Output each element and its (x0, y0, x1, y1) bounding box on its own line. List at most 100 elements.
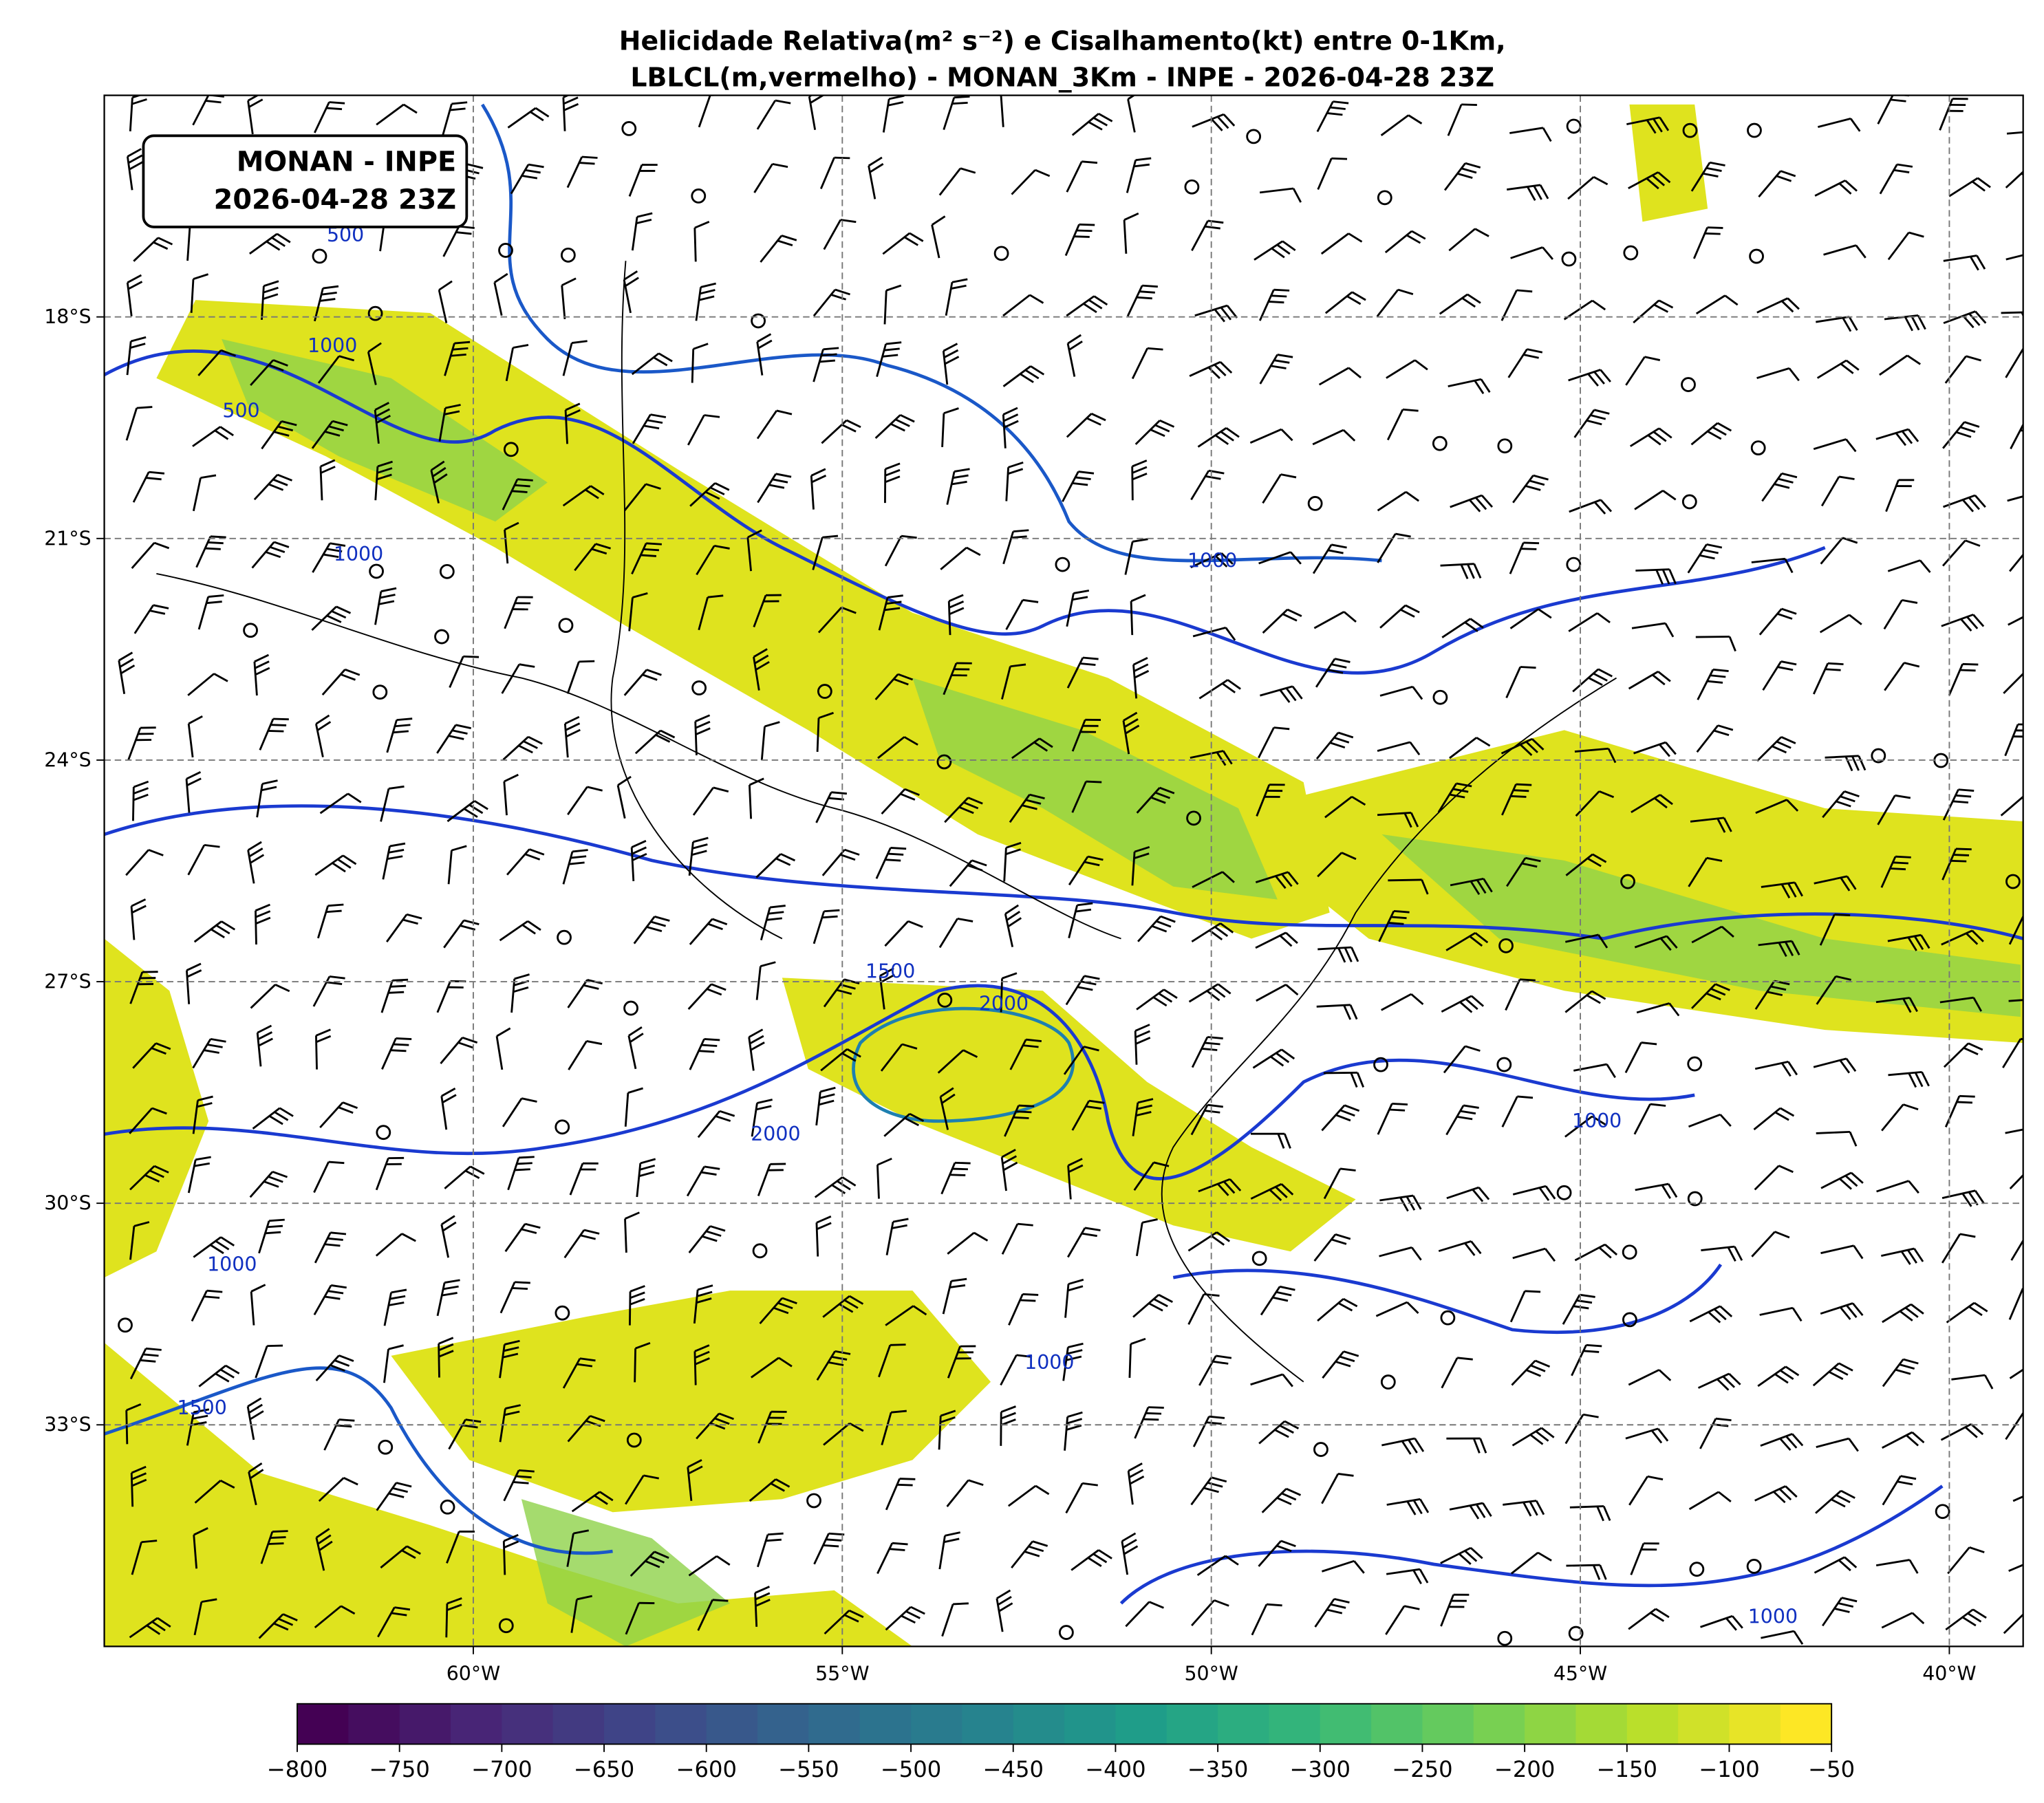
barb-flag (1903, 1358, 1919, 1365)
barb-flag (1225, 627, 1236, 641)
barb-staff (1564, 1414, 1584, 1445)
barb-flag (211, 928, 225, 938)
barb-flag (1013, 1116, 1029, 1119)
barb-flag (1974, 495, 1986, 508)
barb-flag (1725, 1617, 1737, 1631)
barb-flag (1792, 1433, 1804, 1447)
barb-flag (1727, 1246, 1736, 1262)
barb-flag (1664, 623, 1675, 638)
barb-flag (131, 1465, 147, 1474)
barb-flag (274, 1111, 289, 1121)
barb-staff (1634, 490, 1664, 510)
barb-flag (1911, 315, 1920, 331)
barb-staff (1688, 857, 1708, 887)
barb-flag (1717, 1378, 1730, 1391)
barb-staff (367, 352, 377, 385)
barb-flag (1719, 1114, 1732, 1127)
barb-flag (1226, 305, 1238, 319)
barb-flag (248, 1403, 263, 1414)
barb-flag (1913, 936, 1924, 951)
barb-flag (390, 1049, 407, 1052)
barb-flag (1846, 876, 1857, 890)
barb-flag (1529, 479, 1545, 486)
barb-flag (880, 973, 895, 984)
barb-flag (389, 842, 406, 847)
barb-flag (1586, 857, 1602, 867)
barb-flag (518, 1469, 535, 1473)
barb-flag (1706, 856, 1723, 862)
barb-flag (643, 1474, 660, 1480)
barb-flag (1025, 799, 1042, 805)
barb-flag (317, 1534, 332, 1545)
barb-flag (454, 341, 471, 345)
barb-flag (149, 609, 166, 615)
barb-flag (494, 272, 508, 283)
barb-flag (273, 431, 290, 437)
barb-flag (1408, 1439, 1418, 1454)
barb-flag (1469, 935, 1483, 947)
barb-flag (1268, 301, 1284, 304)
barb-flag (1780, 1369, 1794, 1380)
barb-flag (2027, 794, 2041, 801)
barb-flag (1604, 1244, 1618, 1256)
barb-flag (254, 654, 270, 663)
barb-flag (586, 1040, 603, 1046)
barb-staff (1249, 428, 1282, 444)
barb-flag (1483, 878, 1493, 893)
barb-flag (1216, 116, 1229, 129)
barb-staff (447, 850, 453, 885)
barb-flag (1331, 1238, 1347, 1245)
barb-flag (444, 1279, 460, 1284)
barb-staff (1324, 796, 1353, 819)
barb-flag (367, 342, 382, 353)
barb-flag (1535, 1430, 1549, 1442)
barb-staff (1636, 1002, 1670, 1014)
calm-marker (1689, 1562, 1705, 1577)
barb-flag (1728, 636, 1736, 652)
barb-flag (336, 1424, 352, 1428)
barb-flag (599, 1491, 614, 1502)
barb-flag (1159, 419, 1175, 428)
barb-flag (1473, 563, 1482, 579)
barb-flag (707, 922, 723, 931)
barb-flag (1904, 662, 1920, 668)
barb-flag (1520, 548, 1537, 550)
barb-flag (438, 1350, 454, 1358)
barb-flag (1836, 975, 1851, 981)
barb-flag (1908, 1072, 1917, 1088)
barb-flag (757, 333, 772, 343)
calm-marker (1622, 1312, 1637, 1328)
barb-flag (638, 1171, 655, 1178)
barb-flag (1591, 990, 1606, 1000)
barb-flag (265, 1231, 281, 1235)
barb-flag (1335, 1233, 1351, 1240)
barb-flag (573, 1529, 590, 1535)
lat-tick-label: 27°S (44, 971, 91, 993)
barb-flag (327, 903, 344, 907)
barb-flag (347, 792, 362, 803)
barb-flag (403, 103, 418, 114)
colorbar-tick-label: −250 (1392, 1756, 1452, 1782)
barb-flag (1844, 180, 1858, 192)
calm-marker (560, 247, 576, 263)
barb-flag (193, 1527, 208, 1536)
barb-flag (1465, 998, 1478, 1011)
barb-flag (128, 154, 143, 164)
barb-flag (904, 236, 918, 246)
barb-flag (186, 771, 202, 780)
barb-flag (1405, 490, 1420, 502)
barb-flag (1458, 1553, 1472, 1565)
barb-flag (818, 711, 834, 720)
barb-flag (214, 429, 229, 440)
barb-flag (701, 1044, 718, 1047)
barb-flag (396, 1482, 412, 1488)
barb-flag (912, 1305, 927, 1316)
barb-flag (1706, 992, 1721, 1001)
barb-flag (1911, 1432, 1925, 1444)
barb-flag (1159, 786, 1175, 795)
barb-flag (1393, 909, 1410, 914)
barb-flag (1013, 529, 1029, 533)
barb-flag (694, 1344, 710, 1352)
annotation-line-1: MONAN - INPE (237, 146, 456, 177)
barb-flag (1075, 476, 1091, 480)
